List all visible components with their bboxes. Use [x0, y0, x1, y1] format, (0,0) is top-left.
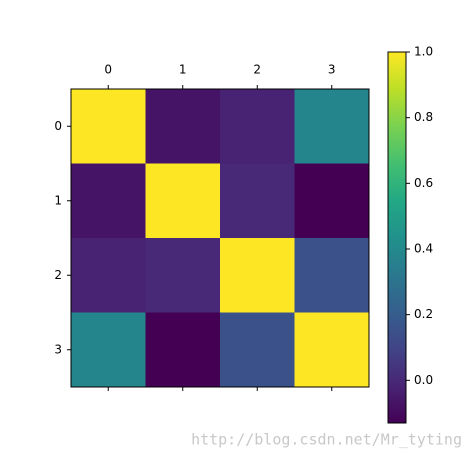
heatmap-cell [71, 163, 146, 239]
heatmap-cell [145, 312, 221, 388]
heatmap-cell [71, 238, 146, 313]
colorbar [387, 51, 407, 424]
heatmap-cell [71, 312, 146, 388]
heatmap-cell [220, 312, 295, 388]
y-tick-label: 0 [54, 119, 62, 133]
heatmap-cell [294, 89, 370, 164]
colorbar-tick-label: 1.0 [414, 45, 433, 59]
heatmap-cell [294, 312, 370, 388]
colorbar-tick-label: 0.2 [414, 307, 433, 321]
x-tick-label: 0 [104, 63, 112, 77]
colorbar-tick-label: 0.4 [414, 241, 433, 255]
heatmap-cell [294, 163, 370, 239]
heatmap-cell [220, 163, 295, 239]
heatmap-cell [294, 238, 370, 313]
watermark: http://blog.csdn.net/Mr_tyting [191, 431, 462, 449]
heatmap-cell [220, 238, 295, 313]
heatmap-cell [145, 238, 221, 313]
x-tick-label: 2 [253, 63, 261, 77]
heatmap-cell [145, 89, 221, 164]
plot-frame [70, 88, 370, 388]
colorbar-tick-label: 0.6 [414, 176, 433, 190]
x-tick-label: 1 [179, 63, 187, 77]
colorbar-tick-label: 0.0 [414, 373, 433, 387]
heatmap-cell [71, 89, 146, 164]
heatmap-cell [220, 89, 295, 164]
x-tick-label: 3 [328, 63, 336, 77]
y-tick-label: 3 [54, 342, 62, 356]
heatmap-cell [145, 163, 221, 239]
y-tick-label: 1 [54, 193, 62, 207]
colorbar-tick-label: 0.8 [414, 110, 433, 124]
y-tick-label: 2 [54, 268, 62, 282]
